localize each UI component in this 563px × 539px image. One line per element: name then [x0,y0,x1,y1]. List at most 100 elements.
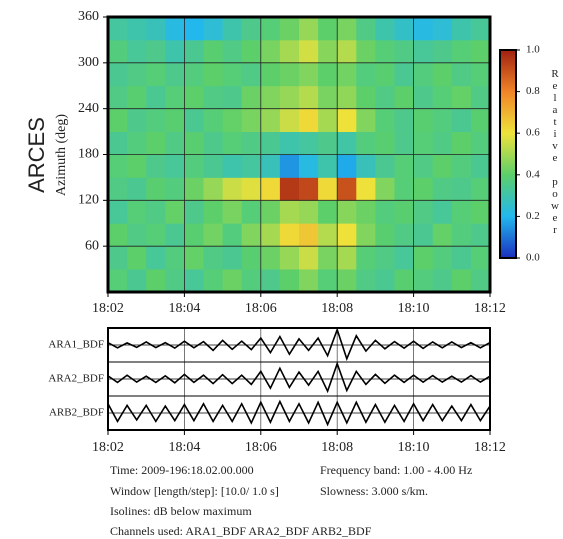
heat-cell [203,85,223,110]
heat-cell [432,62,453,87]
heat-cell [470,223,491,247]
heat-cell [337,85,357,110]
y-tick-label: 60 [85,238,99,253]
heat-cell [394,246,414,270]
plot-frame [107,327,491,431]
x-tick-label: 18:02 [92,440,124,455]
heat-cell [279,246,300,270]
heat-cell [127,200,147,224]
heat-cell [146,200,166,224]
x-tick-label: 18:12 [474,301,506,316]
heat-cell [299,246,319,270]
heat-cell [470,17,491,41]
heat-cell [279,108,300,132]
heat-cell [222,177,243,201]
heat-cell [165,200,185,224]
heat-cell [394,39,414,64]
heat-cell [203,131,223,155]
heat-cell [184,154,204,178]
heat-cell [279,62,300,87]
heat-cell [413,246,434,270]
heat-cell [260,269,281,293]
heat-cell [337,269,357,293]
heat-cell [108,85,128,110]
trace [107,327,491,362]
heat-cell [222,62,243,87]
x-tick-label: 18:08 [321,440,353,455]
heat-cell [432,85,453,110]
heat-cell [127,62,147,87]
heat-cell [279,17,300,41]
heat-cell [184,62,204,87]
heat-cell [108,154,128,178]
heat-cell [451,246,472,270]
heat-cell [432,223,453,247]
heat-cell [451,200,472,224]
heat-cell [394,154,414,178]
y-tick-label: 360 [78,9,99,24]
heat-cell [127,17,147,41]
heat-cell [394,223,414,247]
caption: Frequency band: 1.00 - 4.00 Hz [320,463,472,477]
heat-cell [146,62,166,87]
heat-cell [184,17,204,41]
heat-cell [184,108,204,132]
heat-cell [165,39,185,64]
colorbar-tick-label: 0.6 [526,127,540,139]
heat-cell [413,200,434,224]
heat-cell [222,17,243,41]
x-tick-label: 18:10 [398,440,430,455]
heat-cell [203,246,223,270]
x-tick-label: 18:02 [92,301,124,316]
heat-cell [356,17,376,41]
heat-cell [470,39,491,64]
heat-cell [337,200,357,224]
heat-cell [260,85,281,110]
heat-cell [432,177,453,201]
heat-cell [222,85,243,110]
heat-cell [375,17,395,41]
heat-cell [260,39,281,64]
heat-cell [108,246,128,270]
heat-cell [165,177,185,201]
heat-cell [451,62,472,87]
heat-cell [375,154,395,178]
heat-cell [432,246,453,270]
heat-cell [470,269,491,293]
heat-cell [127,177,147,201]
heat-cell [375,177,395,201]
heat-cell [318,246,338,270]
heat-cell [375,200,395,224]
heat-cell [356,246,376,270]
heat-cell [375,131,395,155]
heat-cell [470,154,491,178]
heat-cell [470,131,491,155]
heat-cell [165,85,185,110]
heat-cell [470,246,491,270]
heat-cell [146,269,166,293]
heat-cell [318,108,338,132]
heat-cell [184,131,204,155]
heat-cell [413,62,434,87]
heat-cell [241,223,262,247]
heat-cell [432,154,453,178]
heat-cell [241,269,262,293]
heat-cell [184,269,204,293]
heat-cell [413,108,434,132]
heat-cell [394,17,414,41]
heat-cell [203,17,223,41]
heat-cell [394,269,414,293]
x-tick-label: 18:12 [474,440,506,455]
heat-cell [432,269,453,293]
heat-cell [241,177,262,201]
heat-cell [356,39,376,64]
heat-cell [375,269,395,293]
heat-cell [394,131,414,155]
trace-label: ARA1_BDF [48,339,104,351]
heat-cell [394,85,414,110]
heat-cell [451,177,472,201]
x-tick-label: 18:06 [245,440,277,455]
heat-cell [279,85,300,110]
heat-cell [299,131,319,155]
heat-cell [432,131,453,155]
